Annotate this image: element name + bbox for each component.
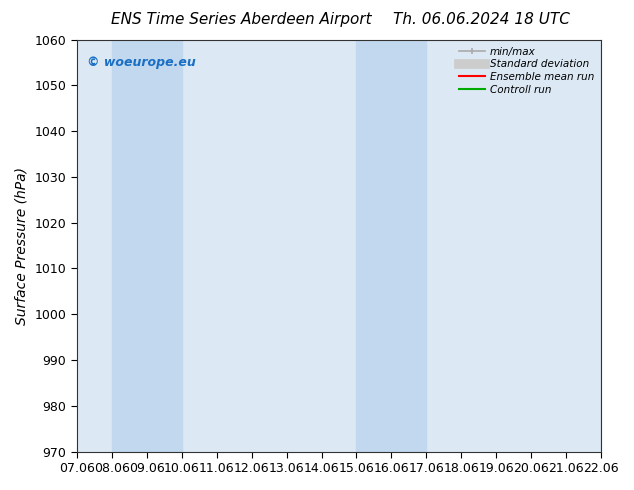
Legend: min/max, Standard deviation, Ensemble mean run, Controll run: min/max, Standard deviation, Ensemble me… bbox=[455, 43, 598, 99]
Bar bbox=[356, 40, 427, 452]
Bar bbox=[112, 40, 182, 452]
Text: Th. 06.06.2024 18 UTC: Th. 06.06.2024 18 UTC bbox=[394, 12, 570, 27]
Text: © woeurope.eu: © woeurope.eu bbox=[87, 56, 196, 69]
Y-axis label: Surface Pressure (hPa): Surface Pressure (hPa) bbox=[15, 167, 29, 324]
Text: ENS Time Series Aberdeen Airport: ENS Time Series Aberdeen Airport bbox=[110, 12, 372, 27]
Bar bbox=[601, 40, 634, 452]
